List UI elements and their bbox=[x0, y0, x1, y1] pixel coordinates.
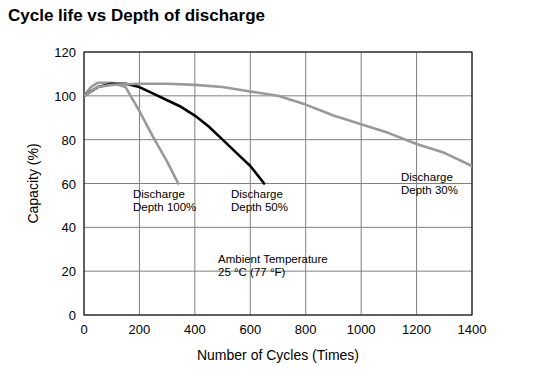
y-axis-label: Capacity (%) bbox=[25, 143, 41, 223]
y-tick-label: 60 bbox=[62, 177, 76, 192]
x-tick-label: 600 bbox=[239, 322, 261, 337]
annotation: Depth 30% bbox=[401, 184, 458, 196]
series-line bbox=[84, 84, 264, 184]
annotation: Depth 50% bbox=[231, 201, 288, 213]
grid-line-x bbox=[361, 52, 362, 315]
y-tick-label: 20 bbox=[62, 264, 76, 279]
series-line bbox=[84, 84, 472, 166]
grid-line-x bbox=[194, 52, 195, 315]
y-tick-label: 40 bbox=[62, 220, 76, 235]
grid-line-y bbox=[84, 227, 472, 228]
grid-line-x bbox=[305, 52, 306, 315]
chart: Cycle life vs Depth of discharge 0 20 40 60 8… bbox=[0, 0, 535, 389]
x-tick-label: 0 bbox=[80, 322, 87, 337]
y-tick-label: 80 bbox=[62, 133, 76, 148]
x-tick-label: 1000 bbox=[347, 322, 376, 337]
x-tick-label: 1400 bbox=[458, 322, 487, 337]
grid-line-x bbox=[139, 52, 140, 315]
x-axis-label: Number of Cycles (Times) bbox=[197, 347, 359, 363]
x-tick-label: 800 bbox=[295, 322, 317, 337]
annotation: Discharge bbox=[133, 188, 185, 200]
title: Cycle life vs Depth of discharge bbox=[8, 6, 265, 25]
annotation: Depth 100% bbox=[133, 201, 196, 213]
annotation: Discharge bbox=[231, 188, 283, 200]
grid bbox=[84, 52, 472, 315]
x-tick-label: 200 bbox=[129, 322, 151, 337]
x-tick-label: 1200 bbox=[402, 322, 431, 337]
plot-frame bbox=[84, 52, 472, 315]
annotation: 25 °C (77 °F) bbox=[218, 266, 286, 278]
y-tick-label: 0 bbox=[69, 308, 76, 323]
annotation: Ambient Temperature bbox=[218, 253, 328, 265]
grid-line-y bbox=[84, 139, 472, 140]
y-tick-label: 100 bbox=[54, 89, 76, 104]
annotation: Discharge bbox=[401, 171, 453, 183]
series-group bbox=[84, 83, 472, 184]
y-tick-label: 120 bbox=[54, 45, 76, 60]
x-tick-label: 400 bbox=[184, 322, 206, 337]
